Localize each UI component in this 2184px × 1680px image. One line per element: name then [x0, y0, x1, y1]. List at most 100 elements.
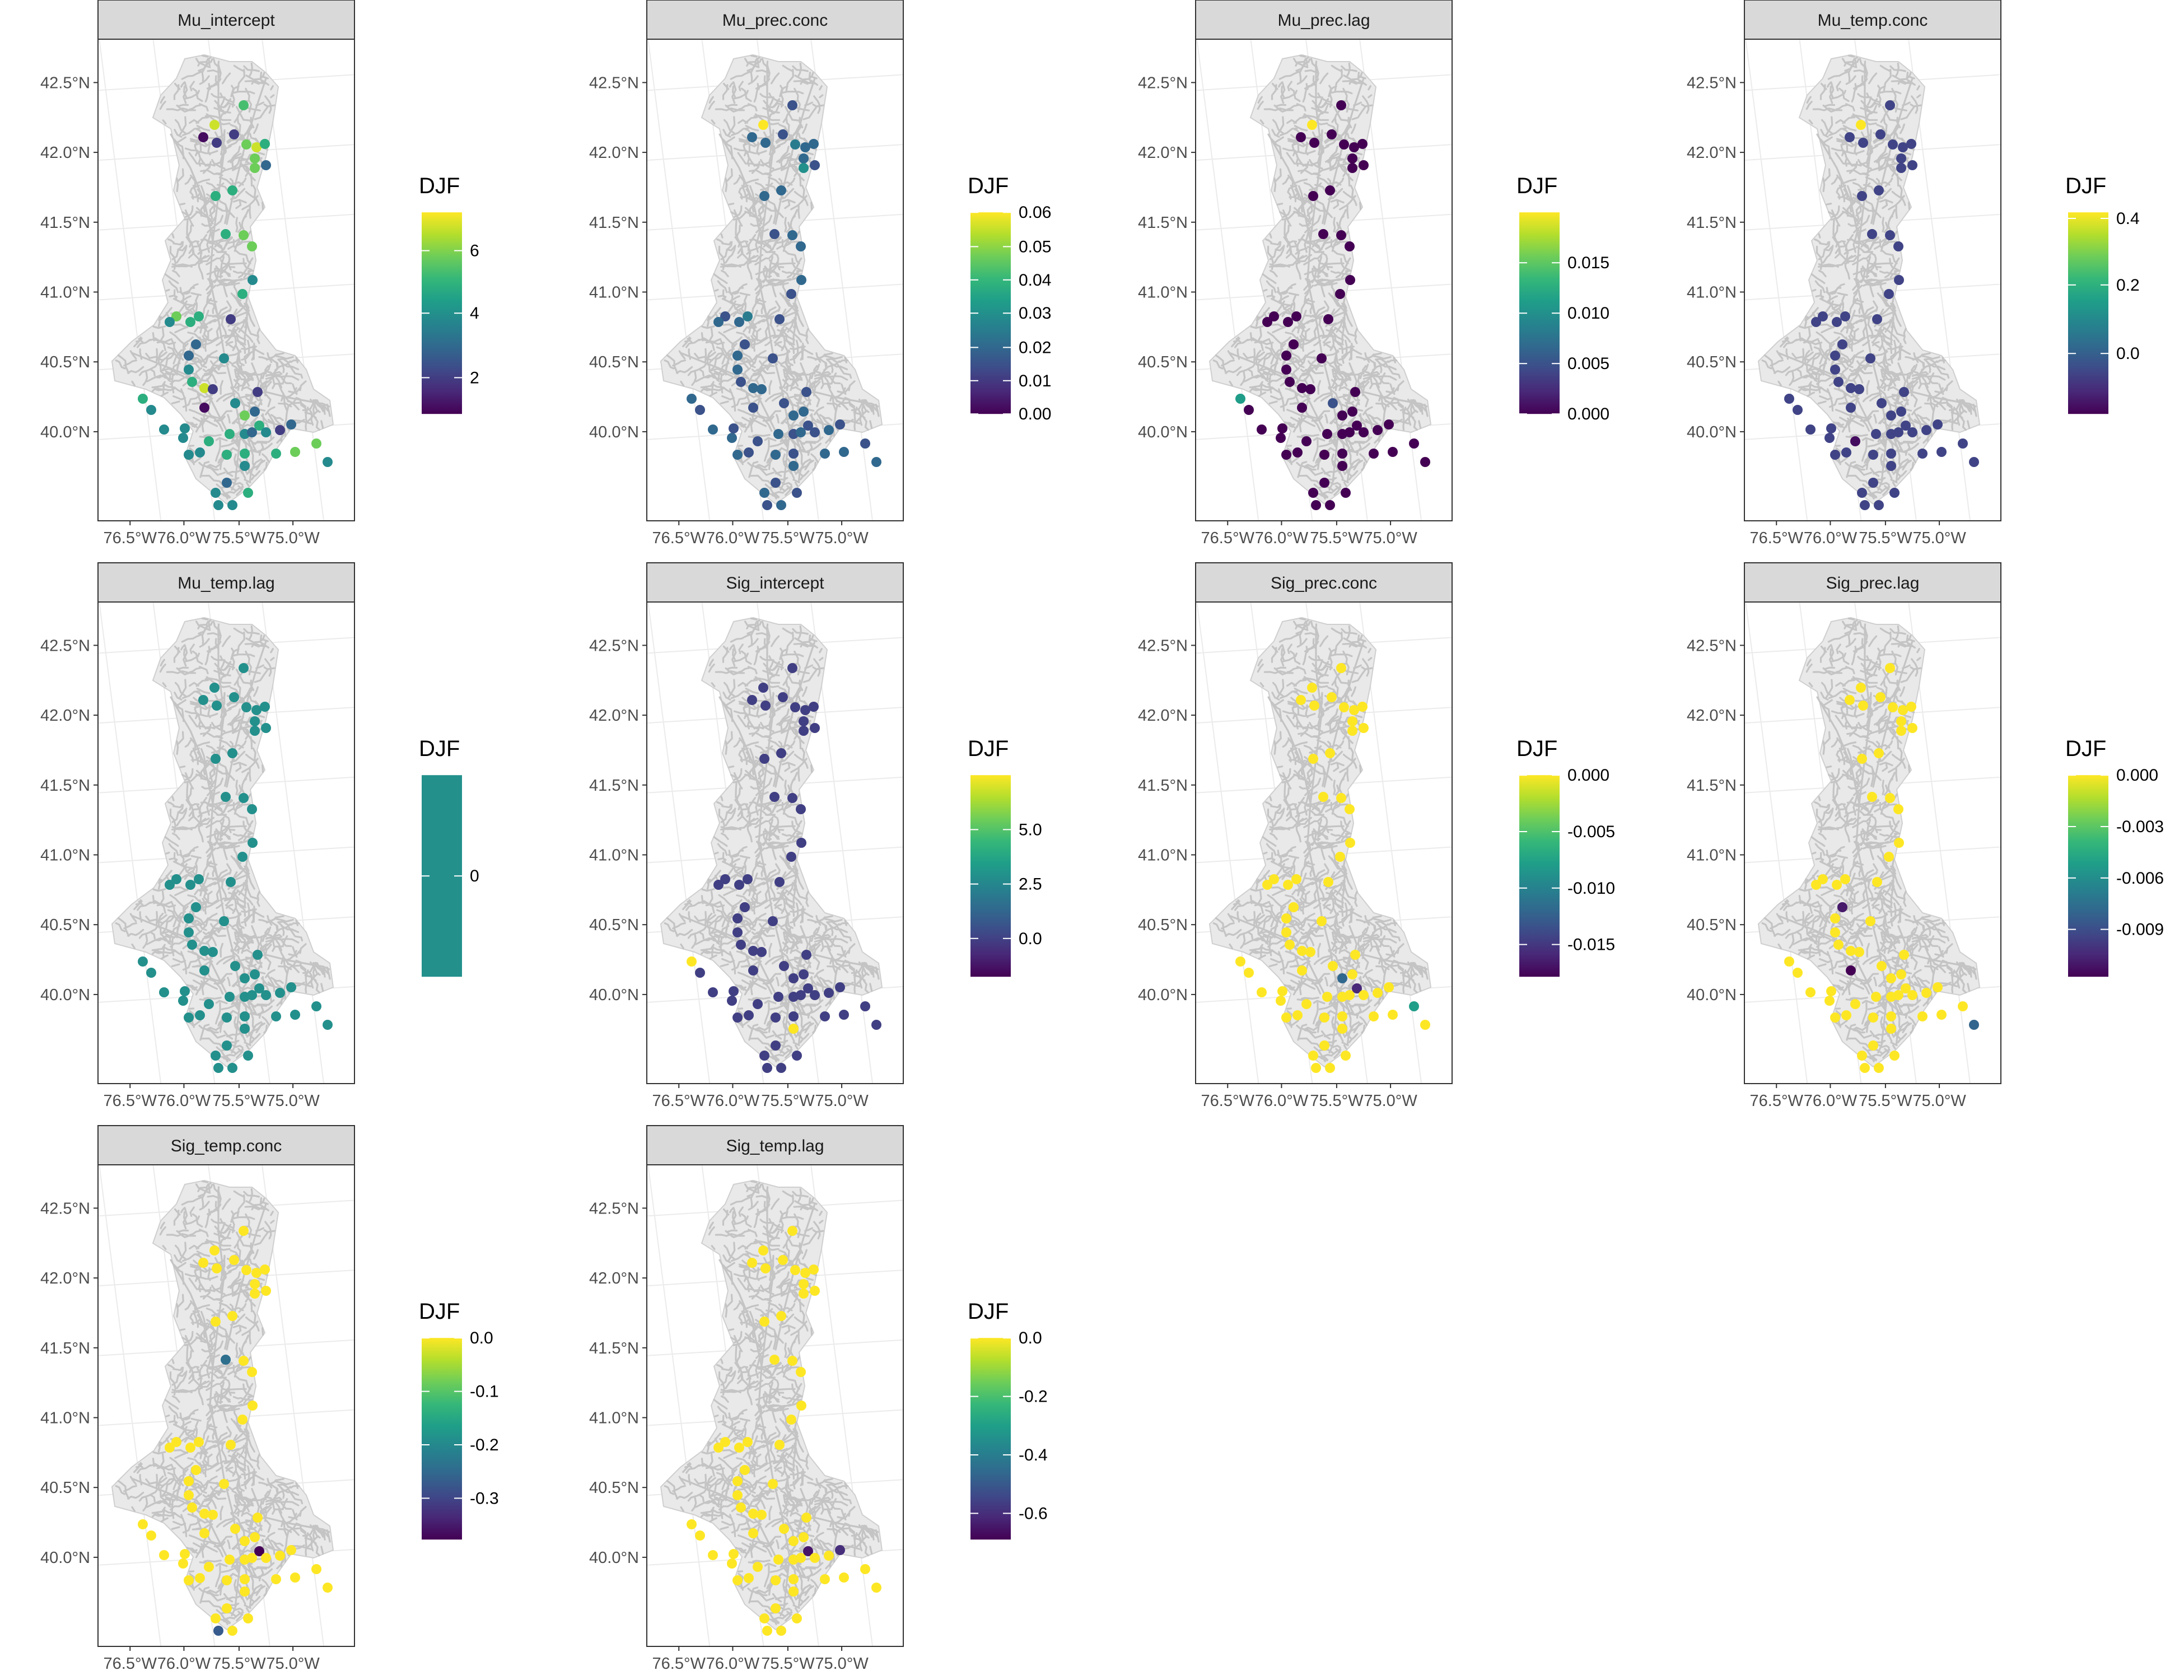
site-point	[1888, 139, 1898, 150]
site-point	[1868, 1040, 1878, 1051]
lon-tick-label: 76.0°W	[1255, 1092, 1309, 1110]
site-point	[732, 1476, 743, 1486]
site-point	[1309, 138, 1319, 148]
site-point	[727, 433, 737, 443]
lon-tick-label: 76.0°W	[1804, 529, 1858, 547]
site-point	[1858, 138, 1868, 148]
site-point	[757, 947, 767, 957]
site-point	[788, 1024, 799, 1034]
site-point	[1347, 726, 1357, 736]
site-point	[1262, 880, 1272, 890]
site-point	[860, 1001, 870, 1011]
site-point	[1309, 701, 1319, 711]
lon-tick-label: 75.0°W	[1364, 1092, 1417, 1110]
site-point	[261, 723, 271, 733]
site-point	[184, 1490, 194, 1500]
site-point	[839, 447, 849, 457]
site-point	[240, 1024, 250, 1034]
site-point	[191, 1465, 201, 1475]
site-point	[732, 927, 743, 937]
site-point	[1884, 289, 1894, 299]
site-point	[1347, 716, 1357, 726]
site-point	[1345, 838, 1355, 848]
site-point	[221, 792, 231, 802]
site-point	[195, 1573, 205, 1583]
lat-tick-label: 41.5°N	[40, 214, 90, 232]
site-point	[778, 1255, 788, 1265]
site-point	[871, 1020, 881, 1030]
site-point	[1877, 961, 1887, 971]
lon-tick-label: 75.5°W	[212, 1092, 266, 1110]
lat-tick-label: 40.0°N	[589, 423, 639, 441]
site-point	[762, 500, 772, 510]
site-point	[1854, 947, 1864, 957]
site-point	[227, 748, 237, 758]
site-point	[138, 1519, 148, 1529]
site-point	[227, 1626, 237, 1636]
site-point	[275, 1551, 285, 1561]
facet-panel: Mu_prec.conc 42.5°N 42.0°N 41.5°N 41.0°N 40.5…	[589, 0, 1051, 547]
site-point	[1854, 384, 1864, 394]
site-point	[222, 478, 232, 488]
site-point	[222, 1040, 232, 1051]
site-point	[1327, 129, 1337, 139]
facet-panel: Mu_intercept 42.5°N 42.0°N 41.5°N 41.0°N 40.5…	[40, 0, 479, 547]
panel-content	[1744, 39, 2001, 521]
site-point	[1893, 427, 1903, 437]
site-point	[1357, 139, 1368, 149]
legend-tick-label: 0.0	[2116, 344, 2140, 363]
site-point	[871, 1583, 881, 1593]
legend-tick-label: -0.1	[470, 1383, 499, 1401]
site-point	[1319, 1012, 1329, 1023]
site-point	[732, 1490, 743, 1500]
site-point	[736, 1502, 746, 1513]
facet-title: Sig_temp.conc	[171, 1137, 282, 1155]
site-point	[1874, 185, 1884, 195]
site-point	[1846, 946, 1856, 956]
site-point	[1341, 488, 1351, 498]
lat-tick-label: 41.5°N	[589, 214, 639, 232]
lat-tick-label: 41.0°N	[589, 847, 639, 865]
site-point	[1285, 940, 1295, 950]
site-point	[1906, 139, 1916, 149]
site-point	[1262, 317, 1272, 327]
site-point	[184, 1476, 194, 1486]
site-point	[254, 1546, 264, 1556]
site-point	[225, 992, 235, 1002]
site-point	[1860, 1063, 1870, 1073]
site-point	[860, 1564, 870, 1574]
lon-tick-label: 76.0°W	[157, 529, 211, 547]
site-point	[240, 1574, 250, 1584]
site-point	[1921, 425, 1931, 435]
lat-tick-label: 40.5°N	[1687, 916, 1737, 934]
site-point	[1832, 880, 1842, 890]
legend-tick-label: 0.06	[1019, 203, 1051, 222]
site-point	[810, 1286, 820, 1296]
site-point	[1899, 387, 1909, 397]
site-point	[1886, 1011, 1896, 1021]
site-point	[1339, 139, 1349, 150]
site-point	[1336, 100, 1346, 110]
site-point	[743, 1437, 753, 1447]
site-point	[732, 1575, 743, 1585]
site-point	[1276, 996, 1286, 1006]
site-point	[787, 1226, 797, 1236]
site-point	[835, 419, 845, 430]
site-point	[803, 421, 813, 431]
site-point	[199, 1509, 209, 1519]
lon-tick-label: 75.0°W	[266, 529, 320, 547]
site-point	[753, 436, 763, 446]
lat-tick-label: 40.0°N	[589, 1549, 639, 1567]
site-point	[748, 383, 758, 393]
lat-tick-label: 42.0°N	[589, 144, 639, 162]
site-point	[800, 705, 810, 715]
site-point	[1301, 999, 1312, 1009]
site-point	[820, 449, 830, 459]
site-point	[1281, 450, 1291, 460]
site-point	[1276, 433, 1286, 443]
site-point	[1369, 1011, 1379, 1021]
site-point	[747, 695, 757, 705]
lat-tick-label: 42.5°N	[589, 637, 639, 655]
site-point	[1868, 1012, 1878, 1023]
site-point	[796, 1553, 806, 1563]
